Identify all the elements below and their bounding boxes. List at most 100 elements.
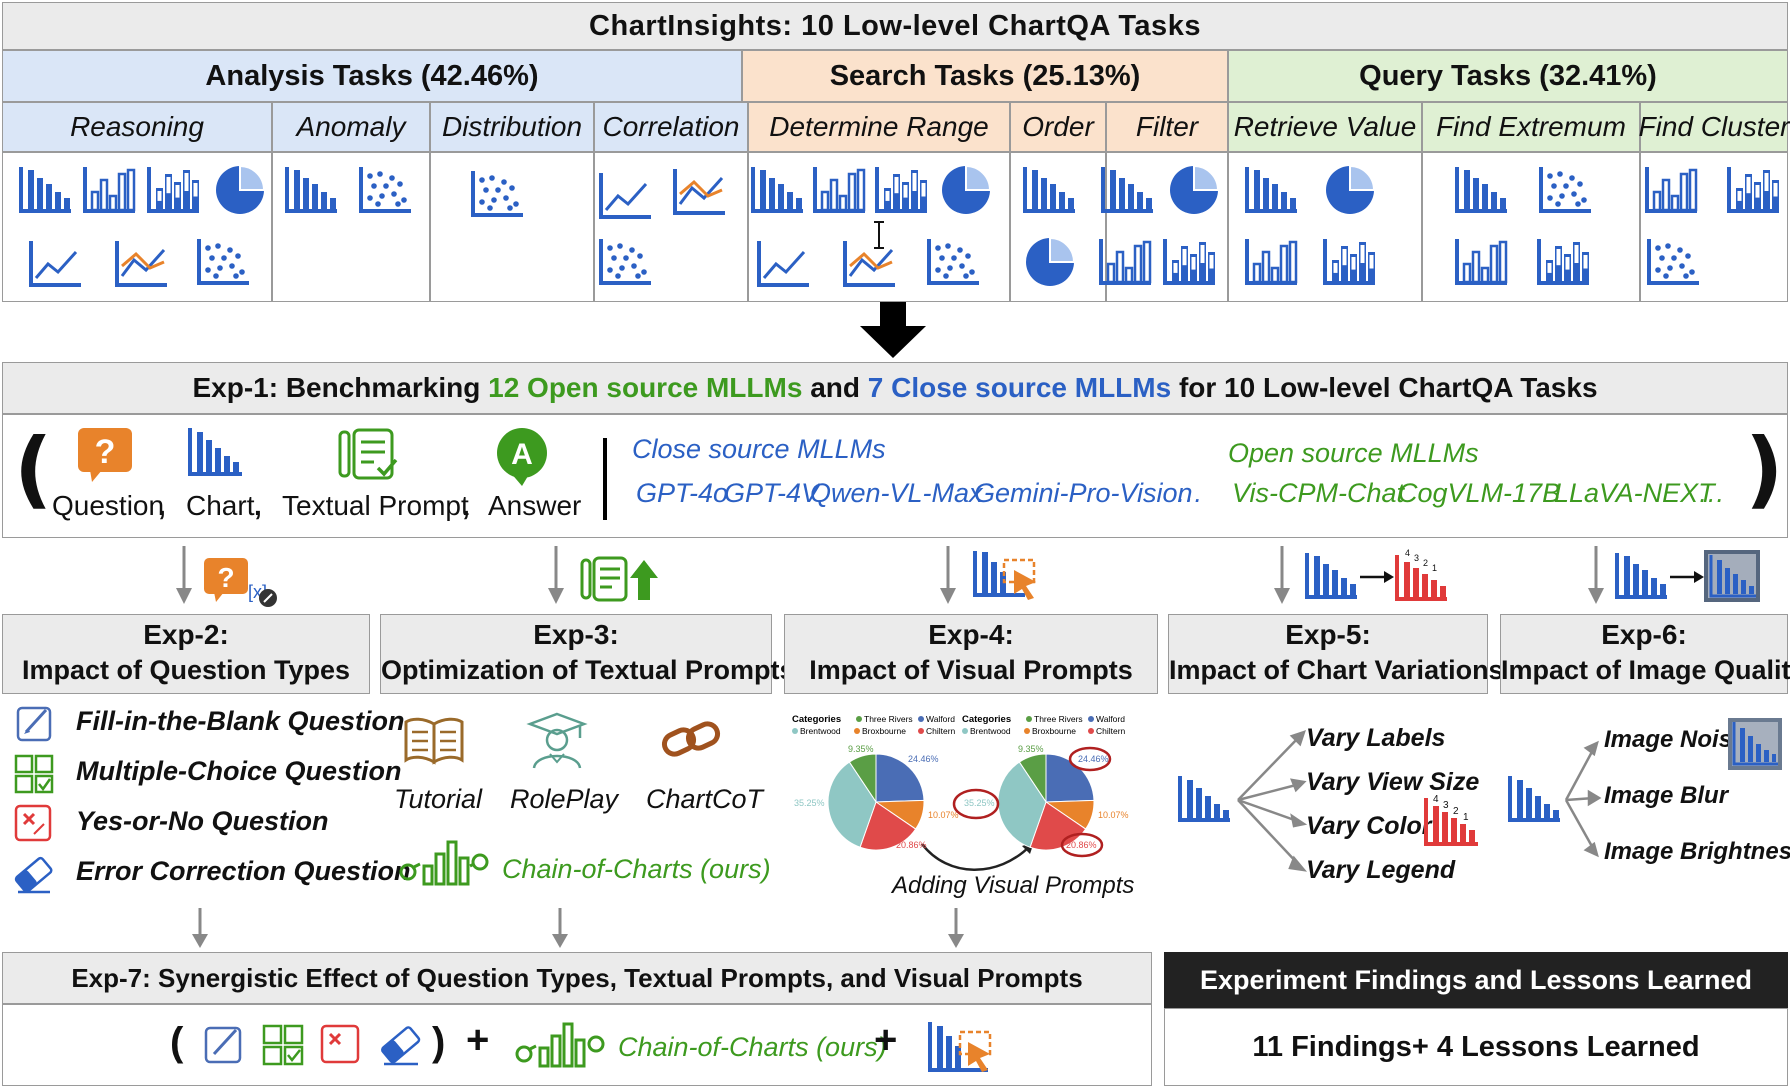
svg-text:9.35%: 9.35%: [848, 744, 874, 754]
svg-text:A: A: [511, 438, 533, 471]
exp2-header: Exp-2: Impact of Question Types: [2, 614, 370, 694]
svg-text:Broxbourne: Broxbourne: [862, 726, 906, 736]
task-header-6: Filter: [1106, 102, 1228, 152]
input-comma-2: ,: [254, 490, 262, 521]
chartcot-chain-icon: [661, 721, 721, 757]
answer-icon: A: [497, 428, 547, 486]
q-multiple-choice: Multiple-Choice Question: [76, 756, 402, 786]
pie-chart-icon: [1326, 164, 1376, 214]
q-error-correction: Error Correction Question: [76, 856, 411, 886]
exp5-rank-3: 3: [1443, 800, 1449, 811]
exp6-arrow-noisy-chart-icon: [1704, 550, 1760, 602]
scatter-chart-icon: [197, 239, 249, 285]
q-fill-blank: Fill-in-the-Blank Question: [76, 706, 405, 736]
stacked-bar-chart-icon: [1163, 239, 1215, 285]
model-qwen: Qwen-VL-Max: [810, 478, 983, 508]
exp5-red-chart-icon: [1424, 798, 1478, 846]
exp-title: Impact of Image Quality: [1501, 655, 1790, 685]
exp-title: Optimization of Textual Prompts: [381, 655, 795, 685]
right-arrow-icon: [1360, 571, 1394, 583]
image-noise: Image Noise: [1604, 726, 1746, 753]
svg-text:Chiltern: Chiltern: [1096, 726, 1126, 736]
task-label: Anomaly: [296, 111, 406, 142]
top-title: ChartInsights: 10 Low-level ChartQA Task…: [589, 9, 1201, 42]
pie-chart-icon: [216, 164, 266, 214]
prompt-roleplay: RolePlay: [510, 784, 619, 814]
task-header-8: Find Extremum: [1422, 102, 1640, 152]
input-comma-3: ,: [462, 490, 470, 521]
group-search-label: Search Tasks (25.13%): [829, 59, 1141, 92]
exp7-error-correction-icon: [381, 1026, 421, 1066]
task-header-3: Correlation: [594, 102, 748, 152]
bar-chart-icon: [1455, 239, 1508, 285]
multi-line-chart-icon: [843, 241, 895, 287]
task-label: Find Cluster: [1638, 111, 1790, 142]
bar-chart-icon: [1099, 239, 1152, 285]
svg-text:?: ?: [217, 562, 234, 593]
top-title-bar: ChartInsights: 10 Low-level ChartQA Task…: [2, 2, 1788, 50]
model-gpt4o: GPT-4o: [636, 478, 729, 508]
exp1-paren-open: (: [14, 420, 53, 518]
bar-chart-icon: [1645, 167, 1698, 213]
down-arrow-exp4-icon: [948, 908, 964, 948]
svg-text:Walford: Walford: [926, 714, 955, 724]
exp-id: Exp-6:: [1601, 619, 1687, 650]
task-label: Order: [1022, 111, 1094, 142]
exp7-fill-blank-icon: [204, 1026, 242, 1064]
group-query-label: Query Tasks (32.41%): [1359, 59, 1657, 92]
svg-text:24.46%: 24.46%: [908, 754, 939, 764]
input-textual-prompt: Textual Prompt: [282, 490, 469, 521]
pie-chart-icon: [1170, 164, 1220, 214]
pie-chart-icon: [942, 164, 992, 214]
stacked-bar-chart-icon: [1323, 239, 1375, 285]
image-blur: Image Blur: [1604, 782, 1729, 809]
prompt-chartcot: ChartCoT: [646, 784, 764, 814]
exp-id: Exp-2:: [143, 619, 229, 650]
exp1-paren-close: ): [1745, 420, 1784, 518]
down-arrow-exp1-5-icon: [1274, 546, 1290, 604]
task-header-0: Reasoning: [2, 102, 272, 152]
vary-color: Vary Color: [1306, 812, 1432, 840]
model-close-ellipsis: …: [1176, 478, 1203, 508]
exp7-paren-close: ): [432, 1020, 446, 1064]
bar-chart-icon: [83, 167, 136, 213]
bar-chart-icon: [1455, 167, 1507, 213]
model-gemini: Gemini-Pro-Vision: [974, 478, 1193, 508]
vary-view-size: Vary View Size: [1306, 768, 1480, 796]
task-label: Find Extremum: [1436, 111, 1626, 142]
task-header-5: Order: [1010, 102, 1106, 152]
model-cogvlm: CogVLM-17B: [1398, 478, 1561, 508]
svg-text:Three Rivers: Three Rivers: [864, 714, 913, 724]
visual-prompt-chart-icon: [973, 551, 1036, 600]
exp6-header: Exp-6: Impact of Image Quality: [1500, 614, 1790, 694]
task-cell-2: [430, 152, 594, 302]
bar-chart-icon: [1245, 167, 1297, 213]
svg-text:24.46%: 24.46%: [1078, 754, 1109, 764]
exp5-rank-4: 4: [1433, 794, 1439, 805]
group-query: Query Tasks (32.41%): [1228, 50, 1788, 102]
task-header-2: Distribution: [430, 102, 594, 152]
svg-text:Categories: Categories: [792, 714, 841, 725]
exp6-source-chart-icon: [1508, 776, 1560, 822]
stacked-bar-chart-icon: [1727, 167, 1779, 213]
exp7-chain-of-charts-icon: [515, 1022, 605, 1068]
bar-chart-icon: [813, 167, 866, 213]
task-label: Filter: [1135, 111, 1199, 142]
exp3-header: Exp-3: Optimization of Textual Prompts: [380, 614, 795, 694]
big-down-arrow-icon: [860, 302, 926, 358]
exp4-header: Exp-4: Impact of Visual Prompts: [784, 614, 1158, 694]
pie-with-visual-prompts: Categories Three Rivers Walford Brentwood Br…: [952, 714, 1129, 858]
svg-text:4: 4: [1405, 548, 1410, 558]
roleplay-graduate-icon: [526, 712, 588, 769]
svg-text:9.35%: 9.35%: [1018, 744, 1044, 754]
multiple-choice-icon: [14, 754, 54, 794]
task-label: Reasoning: [70, 111, 204, 142]
prompt-tutorial: Tutorial: [394, 784, 483, 814]
exp1-divider: [603, 438, 607, 520]
group-search: Search Tasks (25.13%): [742, 50, 1228, 102]
task-header-1: Anomaly: [272, 102, 430, 152]
text-cursor-icon: [874, 221, 884, 249]
stacked-bar-chart-icon: [1537, 239, 1589, 285]
bar-chart-icon: [751, 167, 803, 213]
exp5-header: Exp-5: Impact of Chart Variations: [1168, 614, 1504, 694]
